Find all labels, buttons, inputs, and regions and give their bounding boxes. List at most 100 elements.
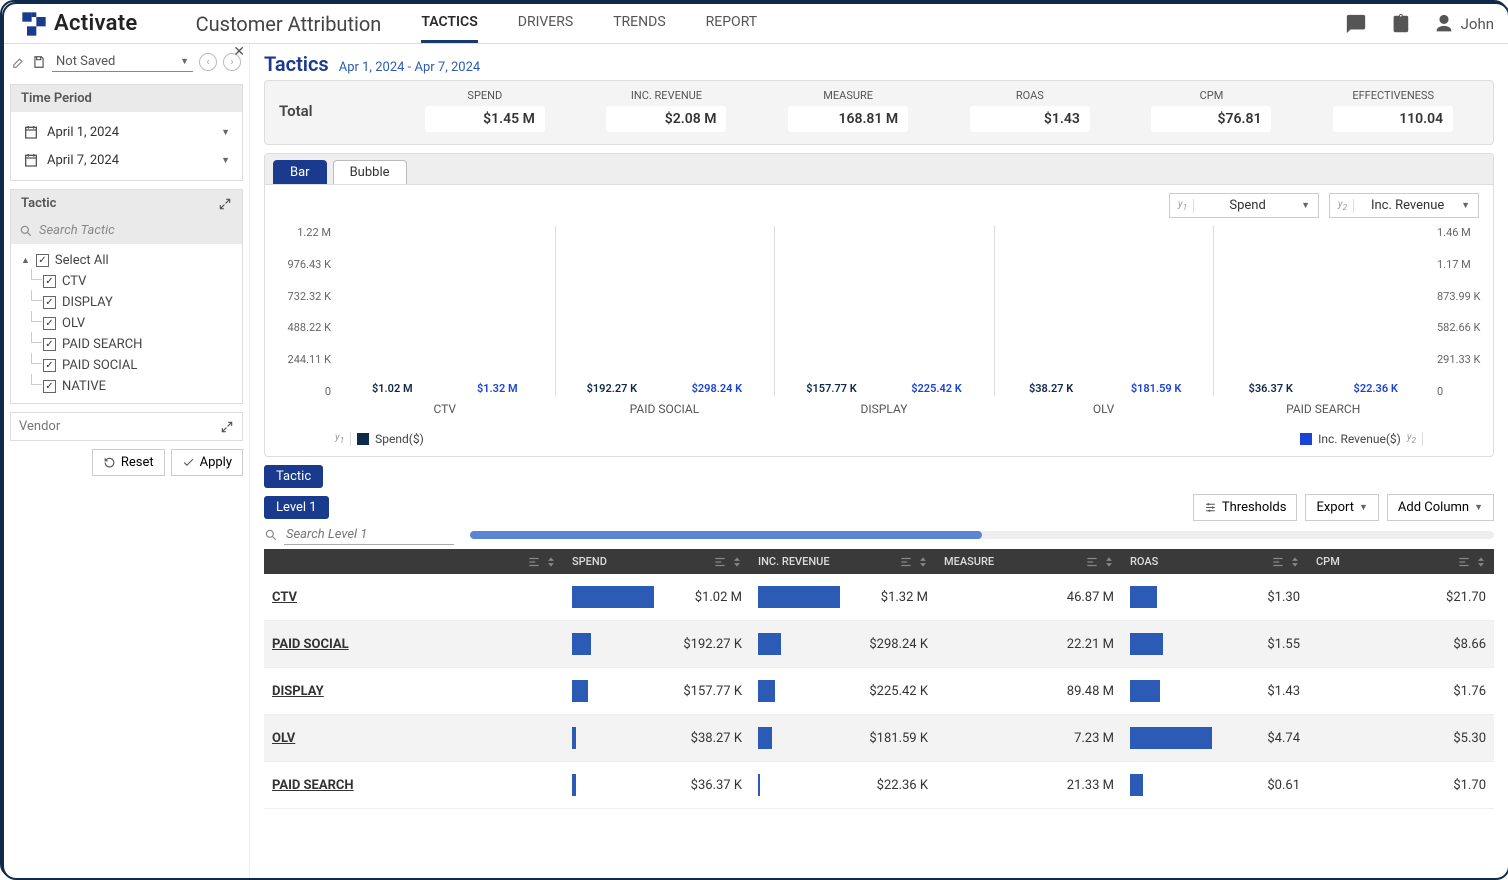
col-header[interactable]: ROAS [1122, 549, 1308, 574]
tactic-item[interactable]: ✓NATIVE [43, 376, 232, 397]
vendor-select[interactable]: Vendor [10, 412, 243, 441]
chevron-down-icon: ▼ [1474, 502, 1483, 513]
y1-metric-select[interactable]: y1 Spend ▼ [1169, 193, 1319, 218]
date-end-picker[interactable]: April 7, 2024 ▼ [19, 146, 234, 174]
table-row[interactable]: CTV$1.02 M$1.32 M46.87 M$1.30$21.70 [264, 574, 1494, 621]
table-row[interactable]: PAID SEARCH$36.37 K$22.36 K21.33 M$0.61$… [264, 762, 1494, 809]
revenue-value: $298.24 K [848, 637, 928, 652]
tactic-item[interactable]: ✓PAID SOCIAL [43, 355, 232, 376]
row-name[interactable]: DISPLAY [264, 668, 564, 715]
revenue-value: $181.59 K [848, 731, 928, 746]
chevron-down-icon: ▼ [1301, 200, 1310, 211]
roas-bar [1130, 774, 1143, 796]
content: Tactics Apr 1, 2024 - Apr 7, 2024 Total … [250, 44, 1508, 878]
table-row[interactable]: DISPLAY$157.77 K$225.42 K89.48 M$1.43$1.… [264, 668, 1494, 715]
revenue-bar [758, 680, 775, 702]
chat-icon[interactable] [1345, 13, 1367, 35]
table-row[interactable]: OLV$38.27 K$181.59 K7.23 M$4.74$5.30 [264, 715, 1494, 762]
chart-area: 1.22 M976.43 K732.32 K488.22 K244.11 K0 … [335, 226, 1433, 426]
col-header[interactable]: SPEND [564, 549, 750, 574]
y2-metric-select[interactable]: y2 Inc. Revenue ▼ [1329, 193, 1479, 218]
row-name[interactable]: CTV [264, 574, 564, 621]
measure-value: 89.48 M [936, 668, 1122, 715]
table-search-input[interactable] [284, 525, 454, 545]
tactic-item[interactable]: ✓CTV [43, 271, 232, 292]
col-header[interactable]: INC. REVENUE [750, 549, 936, 574]
clipboard-icon[interactable] [1389, 13, 1411, 35]
revenue-bar [758, 774, 760, 796]
nav-tab-drivers[interactable]: DRIVERS [518, 4, 573, 43]
select-all-row[interactable]: ▲ ✓ Select All [21, 250, 232, 271]
total-metric: INC. REVENUE$2.08 M [581, 89, 753, 132]
time-period-header: Time Period [11, 85, 242, 112]
saved-view-bar: ✕ Not Saved ▼ ‹ › [10, 48, 243, 76]
chart-plot: $1.02 M$1.32 M$192.27 K$298.24 K$157.77 … [335, 226, 1433, 398]
nav-tab-tactics[interactable]: TACTICS [421, 4, 477, 43]
sort-icon [1288, 555, 1302, 569]
checkbox-icon: ✓ [36, 254, 49, 267]
date-start-picker[interactable]: April 1, 2024 ▼ [19, 118, 234, 146]
table-hscroll[interactable] [470, 531, 1494, 539]
measure-value: 46.87 M [936, 574, 1122, 621]
page-date-range: Apr 1, 2024 - Apr 7, 2024 [339, 60, 481, 75]
save-icon[interactable] [32, 55, 46, 69]
tactic-tree: ▲ ✓ Select All ✓CTV✓DISPLAY✓OLV✓PAID SEA… [11, 244, 242, 403]
export-button[interactable]: Export ▼ [1305, 494, 1378, 521]
thresholds-button[interactable]: Thresholds [1193, 494, 1298, 521]
tactic-item[interactable]: ✓DISPLAY [43, 292, 232, 313]
sort-icon [544, 555, 558, 569]
row-name[interactable]: PAID SEARCH [264, 762, 564, 809]
spend-bar [572, 633, 591, 655]
align-icon [899, 555, 913, 569]
row-name[interactable]: PAID SOCIAL [264, 621, 564, 668]
nav-tab-trends[interactable]: TRENDS [613, 4, 665, 43]
measure-value: 22.21 M [936, 621, 1122, 668]
tactic-panel: Tactic Search Tactic ▲ ✓ Select All ✓CTV… [10, 189, 243, 404]
apply-button[interactable]: Apply [171, 449, 243, 476]
calendar-icon [23, 152, 39, 168]
user-name: John [1461, 15, 1494, 33]
tactic-item[interactable]: ✓OLV [43, 313, 232, 334]
roas-value: $0.61 [1220, 778, 1300, 793]
col-header[interactable]: CPM [1308, 549, 1494, 574]
logo-text: Activate [54, 11, 138, 36]
col-header[interactable] [264, 549, 564, 574]
total-metric: ROAS$1.43 [944, 89, 1116, 132]
user-menu[interactable]: John [1433, 13, 1494, 35]
chart-tab-bar[interactable]: Bar [273, 160, 327, 184]
close-icon[interactable]: ✕ [233, 44, 245, 60]
tactic-search[interactable]: Search Tactic [11, 217, 242, 244]
collapse-icon: ▲ [21, 255, 30, 266]
align-icon [1457, 555, 1471, 569]
tactic-item[interactable]: ✓PAID SEARCH [43, 334, 232, 355]
col-header[interactable]: MEASURE [936, 549, 1122, 574]
reset-button[interactable]: Reset [92, 449, 165, 476]
revenue-value: $22.36 K [848, 778, 928, 793]
table-row[interactable]: PAID SOCIAL$192.27 K$298.24 K22.21 M$1.5… [264, 621, 1494, 668]
sort-icon [916, 555, 930, 569]
cpm-value: $5.30 [1308, 715, 1494, 762]
spend-value: $36.37 K [662, 778, 742, 793]
chevron-down-icon: ▼ [1461, 200, 1470, 211]
cpm-value: $1.70 [1308, 762, 1494, 809]
legend-y1: y1 Spend($) [335, 432, 424, 446]
sort-icon [730, 555, 744, 569]
row-name[interactable]: OLV [264, 715, 564, 762]
search-icon [264, 528, 278, 542]
expand-icon[interactable] [218, 197, 232, 211]
align-icon [1271, 555, 1285, 569]
x-axis-labels: CTVPAID SOCIALDISPLAYOLVPAID SEARCH [335, 402, 1433, 422]
edit-icon[interactable] [12, 55, 26, 69]
revenue-bar [758, 586, 840, 608]
chart-tab-bubble[interactable]: Bubble [333, 160, 407, 184]
chevron-down-icon: ▼ [1359, 502, 1368, 513]
swatch-y2 [1300, 433, 1312, 445]
logo-icon [20, 10, 48, 38]
saved-view-select[interactable]: Not Saved ▼ [52, 52, 193, 72]
nav-tab-report[interactable]: REPORT [706, 4, 757, 43]
logo: Activate [12, 10, 146, 38]
level-tag[interactable]: Level 1 [264, 496, 329, 519]
prev-view-button[interactable]: ‹ [199, 53, 217, 71]
table-scope-tag[interactable]: Tactic [264, 465, 323, 488]
add-column-button[interactable]: Add Column ▼ [1387, 494, 1494, 521]
